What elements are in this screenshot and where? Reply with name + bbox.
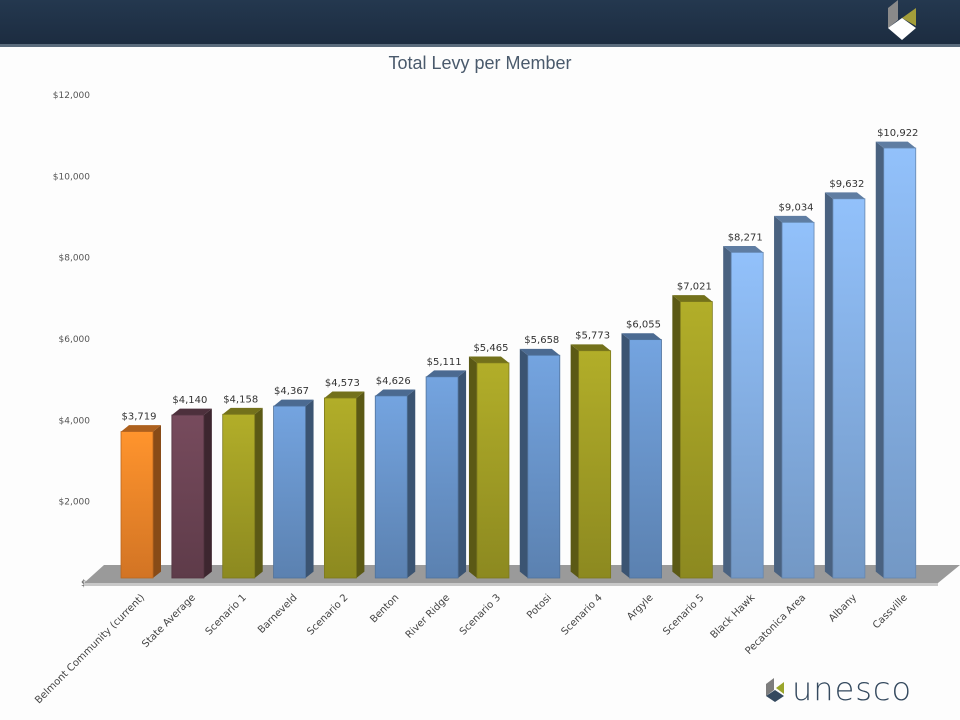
y-tick-label: $8,000 — [59, 254, 91, 264]
x-tick-label: Scenario 3 — [458, 592, 503, 637]
chart-floor-edge — [84, 583, 938, 586]
data-label: $4,626 — [376, 376, 411, 387]
bar-black-hawk — [730, 251, 764, 579]
bar-side — [570, 344, 579, 578]
unesco-cube-icon — [766, 678, 784, 702]
header-bar — [0, 0, 960, 47]
y-tick-label: $2,000 — [59, 498, 91, 508]
y-tick-label: $6,000 — [59, 335, 91, 345]
x-tick-label: River Ridge — [404, 592, 453, 641]
bar-belmont-community-current- — [120, 431, 154, 579]
bar-river-ridge — [425, 376, 459, 579]
x-tick-label: Argyle — [625, 592, 655, 622]
bar-state-average — [171, 414, 205, 579]
bar-side — [203, 408, 212, 578]
data-label: $5,111 — [427, 357, 462, 368]
bar-top — [468, 356, 509, 363]
bar-barneveld — [273, 405, 306, 579]
bar-scenario-1 — [222, 413, 256, 579]
data-label: $10,922 — [877, 128, 918, 139]
data-label: $4,158 — [223, 394, 258, 405]
bar-side — [875, 141, 884, 578]
bar-top — [222, 407, 263, 415]
bar-side — [824, 192, 833, 579]
x-tick-label: Barneveld — [256, 592, 300, 636]
brand-logo: unesco — [766, 670, 912, 708]
bar-argyle — [629, 339, 662, 579]
bar-side — [723, 245, 732, 578]
brand-name: unesco — [792, 670, 913, 708]
data-label: $5,465 — [473, 343, 508, 354]
bar-side — [356, 391, 365, 578]
x-tick-label: Cassville — [871, 592, 910, 631]
bar-top — [875, 141, 916, 148]
bar-benton — [374, 395, 408, 579]
bar-pecatonica-area — [781, 221, 815, 579]
x-tick-label: Belmont Community (current) — [33, 592, 147, 706]
chart-title: Total Levy per Member — [388, 53, 572, 73]
x-tick-label: Benton — [368, 592, 401, 625]
bar-top — [171, 408, 212, 416]
bar-top — [672, 295, 713, 302]
x-tick-label: State Average — [140, 592, 198, 650]
bar-side — [407, 389, 416, 578]
y-tick-label: $10,000 — [53, 172, 90, 182]
bar-scenario-4 — [578, 350, 612, 579]
bar-top — [621, 333, 662, 340]
bar-side — [774, 215, 783, 578]
bar-scenario-5 — [679, 301, 713, 579]
data-label: $6,055 — [626, 320, 661, 331]
x-tick-label: Black Hawk — [709, 592, 758, 641]
y-tick-label: $4,000 — [59, 416, 91, 426]
bar-side — [672, 295, 681, 578]
bar-top — [570, 344, 611, 351]
bar-side — [458, 370, 467, 578]
data-label: $4,140 — [172, 395, 207, 406]
bar-top — [723, 245, 764, 253]
bar-albany — [832, 198, 866, 579]
data-label: $5,773 — [575, 331, 610, 342]
bar-scenario-3 — [476, 362, 510, 579]
data-label: $4,573 — [325, 378, 360, 389]
bar-top — [824, 192, 865, 199]
bar-top — [375, 389, 416, 396]
bar-side — [254, 407, 263, 578]
x-tick-label: Scenario 2 — [305, 592, 350, 637]
bar-top — [426, 370, 467, 377]
bar-top — [519, 348, 560, 356]
data-label: $5,658 — [524, 335, 559, 346]
x-tick-label: Scenario 4 — [560, 592, 605, 637]
bar-side — [519, 348, 528, 578]
data-label: $9,632 — [829, 179, 864, 190]
bar-scenario-2 — [323, 397, 357, 579]
bar-top — [774, 215, 815, 223]
bar-side — [305, 399, 314, 578]
bar-top — [273, 399, 314, 407]
bar-cassville — [883, 147, 917, 579]
bar-side — [468, 356, 477, 578]
x-tick-label: Scenario 1 — [204, 592, 249, 637]
bar-side — [621, 333, 630, 578]
y-tick-label: $12,000 — [53, 91, 90, 101]
bar-top — [324, 391, 365, 398]
data-label: $4,367 — [274, 386, 309, 397]
logo-cube-icon — [888, 0, 916, 40]
x-tick-label: Scenario 5 — [661, 592, 706, 637]
data-label: $8,271 — [728, 232, 763, 243]
x-tick-label: Potosi — [525, 592, 554, 621]
data-label: $7,021 — [677, 282, 712, 293]
data-label: $9,034 — [779, 202, 814, 213]
bar-top — [121, 425, 161, 432]
data-label: $3,719 — [122, 412, 157, 423]
bar-potosi — [527, 354, 561, 579]
bar-side — [153, 425, 161, 578]
x-tick-label: Albany — [827, 592, 859, 624]
